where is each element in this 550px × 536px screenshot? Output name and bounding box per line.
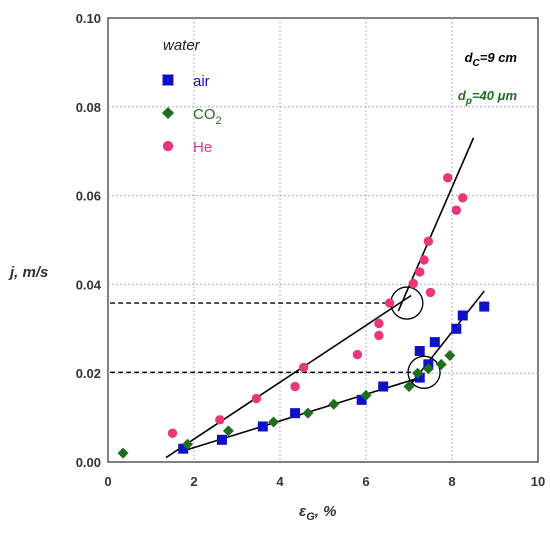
- data-point-he: [290, 381, 300, 392]
- data-point-air: [178, 443, 189, 454]
- legend: water air CO2 He: [161, 37, 222, 156]
- x-axis-label: εG, %: [299, 503, 336, 523]
- plot-area: [107, 17, 539, 463]
- data-points: [117, 173, 490, 459]
- y-tick-label: 0.06: [76, 189, 101, 204]
- legend-title: water: [163, 37, 201, 54]
- legend-marker-air: [162, 74, 174, 86]
- annotation-rest: =9 cm: [480, 50, 518, 65]
- data-point-air: [414, 372, 425, 383]
- data-point-air: [429, 337, 440, 348]
- data-point-co2: [444, 349, 456, 361]
- annotation: dC=9 cm: [465, 50, 518, 69]
- y-tick-label: 0.00: [76, 455, 101, 470]
- data-point-co2: [360, 389, 372, 401]
- data-point-co2: [403, 381, 415, 393]
- data-point-he: [458, 193, 468, 203]
- annotation: dp=40 μm: [458, 88, 518, 107]
- data-point-co2: [182, 438, 194, 450]
- data-point-air: [457, 310, 468, 321]
- data-point-co2: [422, 363, 434, 375]
- data-point-co2: [412, 367, 424, 379]
- data-point-he: [419, 255, 429, 265]
- y-axis-label: j, m/s: [8, 264, 48, 281]
- data-point-he: [443, 173, 453, 183]
- y-tick-label: 0.08: [76, 100, 101, 115]
- data-point-air: [257, 421, 268, 432]
- legend-marker-he: [162, 140, 174, 152]
- legend-label-main: CO: [193, 106, 216, 123]
- data-point-co2: [117, 447, 129, 459]
- y-tick-label: 0.10: [76, 11, 101, 26]
- intersection-circle: [407, 355, 441, 389]
- series-he: [167, 173, 468, 438]
- legend-label: air: [193, 73, 210, 90]
- data-point-co2: [435, 358, 447, 370]
- data-point-he: [451, 205, 461, 215]
- data-point-air: [451, 323, 462, 334]
- x-tick-label: 6: [362, 474, 369, 489]
- dashed-reference-lines: [110, 302, 414, 373]
- data-point-he: [251, 393, 262, 404]
- legend-label-sub: 2: [216, 115, 222, 127]
- annotation-main: d: [458, 88, 467, 103]
- data-point-he: [374, 330, 384, 341]
- data-point-co2: [222, 425, 234, 437]
- data-point-air: [216, 434, 227, 445]
- x-tick-label: 8: [448, 474, 455, 489]
- x-axis-label-sub: G: [306, 511, 315, 523]
- x-axis-label-suffix: , %: [314, 503, 337, 520]
- data-point-air: [414, 346, 425, 356]
- x-tick-label: 10: [531, 474, 545, 489]
- legend-label: CO2: [193, 106, 222, 127]
- x-tick-label: 0: [104, 474, 111, 489]
- data-point-co2: [328, 398, 340, 410]
- legend-label-main: He: [193, 139, 212, 156]
- y-tick-label: 0.02: [76, 366, 101, 381]
- legend-label-main: air: [193, 73, 210, 90]
- data-point-he: [352, 349, 363, 360]
- x-axis-label-main: ε: [299, 503, 307, 520]
- annotation-rest: =40 μm: [472, 88, 518, 103]
- data-point-he: [408, 278, 418, 289]
- data-point-he: [423, 236, 434, 247]
- data-point-he: [215, 415, 225, 425]
- legend-marker-co: [161, 106, 175, 120]
- data-point-he: [415, 267, 425, 277]
- series-co2: [117, 349, 456, 459]
- data-point-he: [425, 287, 436, 298]
- x-tick-label: 2: [190, 474, 197, 489]
- data-point-air: [378, 381, 389, 392]
- annotation-sub: C: [473, 58, 481, 69]
- fit-line: [408, 290, 485, 388]
- data-point-he: [167, 428, 178, 438]
- legend-label: He: [193, 139, 212, 156]
- y-tick-label: 0.04: [76, 277, 102, 292]
- data-point-he: [298, 362, 309, 373]
- data-point-co2: [268, 416, 280, 428]
- data-point-he: [384, 298, 395, 308]
- fit-line: [165, 294, 412, 459]
- data-point-air: [290, 408, 301, 419]
- annotation-main: d: [465, 50, 474, 65]
- tick-labels: 0 2 4 6 8 10 0.00 0.02 0.04 0.06 0.08 0.10: [76, 11, 546, 489]
- data-point-co2: [302, 407, 314, 419]
- data-point-air: [356, 394, 367, 405]
- x-tick-label: 4: [276, 474, 284, 489]
- data-point-he: [374, 318, 384, 329]
- grid: [108, 18, 538, 462]
- data-point-air: [479, 301, 490, 312]
- annotation-sub: p: [465, 96, 472, 107]
